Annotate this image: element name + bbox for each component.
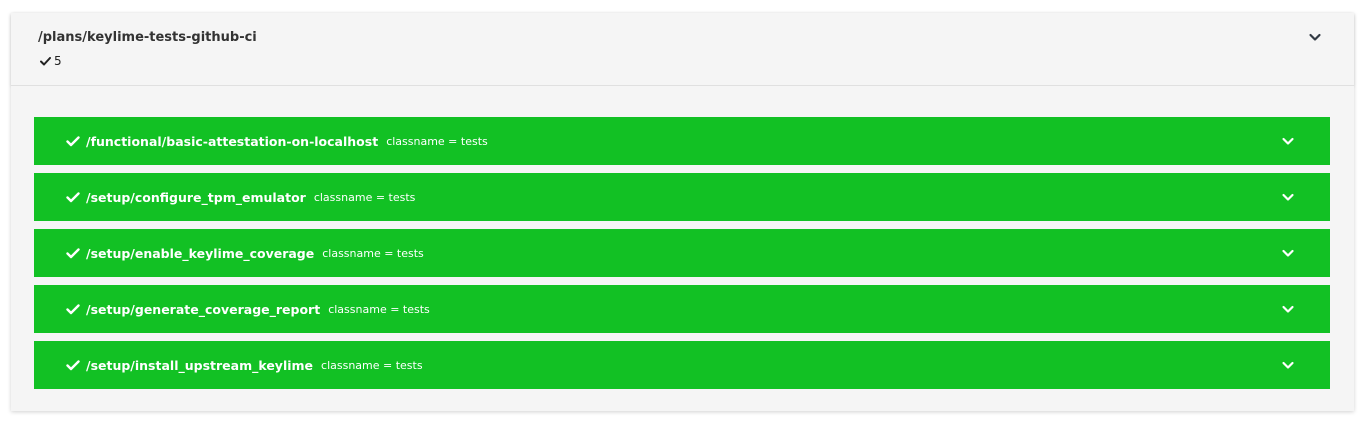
test-name: /setup/install_upstream_keylime (86, 357, 314, 373)
test-row[interactable]: /functional/basic-attestation-on-localho… (34, 117, 1330, 165)
test-classname: classname = tests (386, 134, 488, 148)
test-classname: classname = tests (328, 302, 430, 316)
passed-count: 5 (54, 54, 62, 68)
check-icon (40, 56, 51, 65)
test-row[interactable]: /setup/generate_coverage_report classnam… (34, 285, 1330, 333)
test-plan-card: /plans/keylime-tests-github-ci 5 /functi… (11, 13, 1354, 411)
chevron-down-icon[interactable] (1280, 357, 1296, 373)
check-icon (66, 190, 80, 204)
test-classname: classname = tests (313, 190, 416, 204)
chevron-down-icon[interactable] (1280, 133, 1296, 149)
chevron-down-icon[interactable] (1307, 29, 1323, 45)
test-list: /functional/basic-attestation-on-localho… (11, 86, 1354, 411)
chevron-down-icon[interactable] (1280, 189, 1296, 205)
plan-header[interactable]: /plans/keylime-tests-github-ci 5 (11, 13, 1354, 86)
check-icon (66, 134, 80, 148)
check-icon (66, 246, 80, 260)
pass-summary: 5 (40, 54, 62, 68)
test-name: /functional/basic-attestation-on-localho… (86, 133, 379, 149)
chevron-down-icon[interactable] (1280, 245, 1296, 261)
test-row[interactable]: /setup/install_upstream_keylime classnam… (34, 341, 1330, 389)
test-name: /setup/generate_coverage_report (86, 301, 321, 317)
test-classname: classname = tests (322, 246, 424, 260)
test-classname: classname = tests (321, 358, 423, 372)
test-row[interactable]: /setup/enable_keylime_coverage classname… (34, 229, 1330, 277)
test-name: /setup/enable_keylime_coverage (86, 245, 315, 261)
plan-title: /plans/keylime-tests-github-ci (38, 30, 257, 45)
test-name: /setup/configure_tpm_emulator (86, 189, 306, 205)
check-icon (66, 358, 80, 372)
test-row[interactable]: /setup/configure_tpm_emulator classname … (34, 173, 1330, 221)
chevron-down-icon[interactable] (1280, 301, 1296, 317)
check-icon (66, 302, 80, 316)
